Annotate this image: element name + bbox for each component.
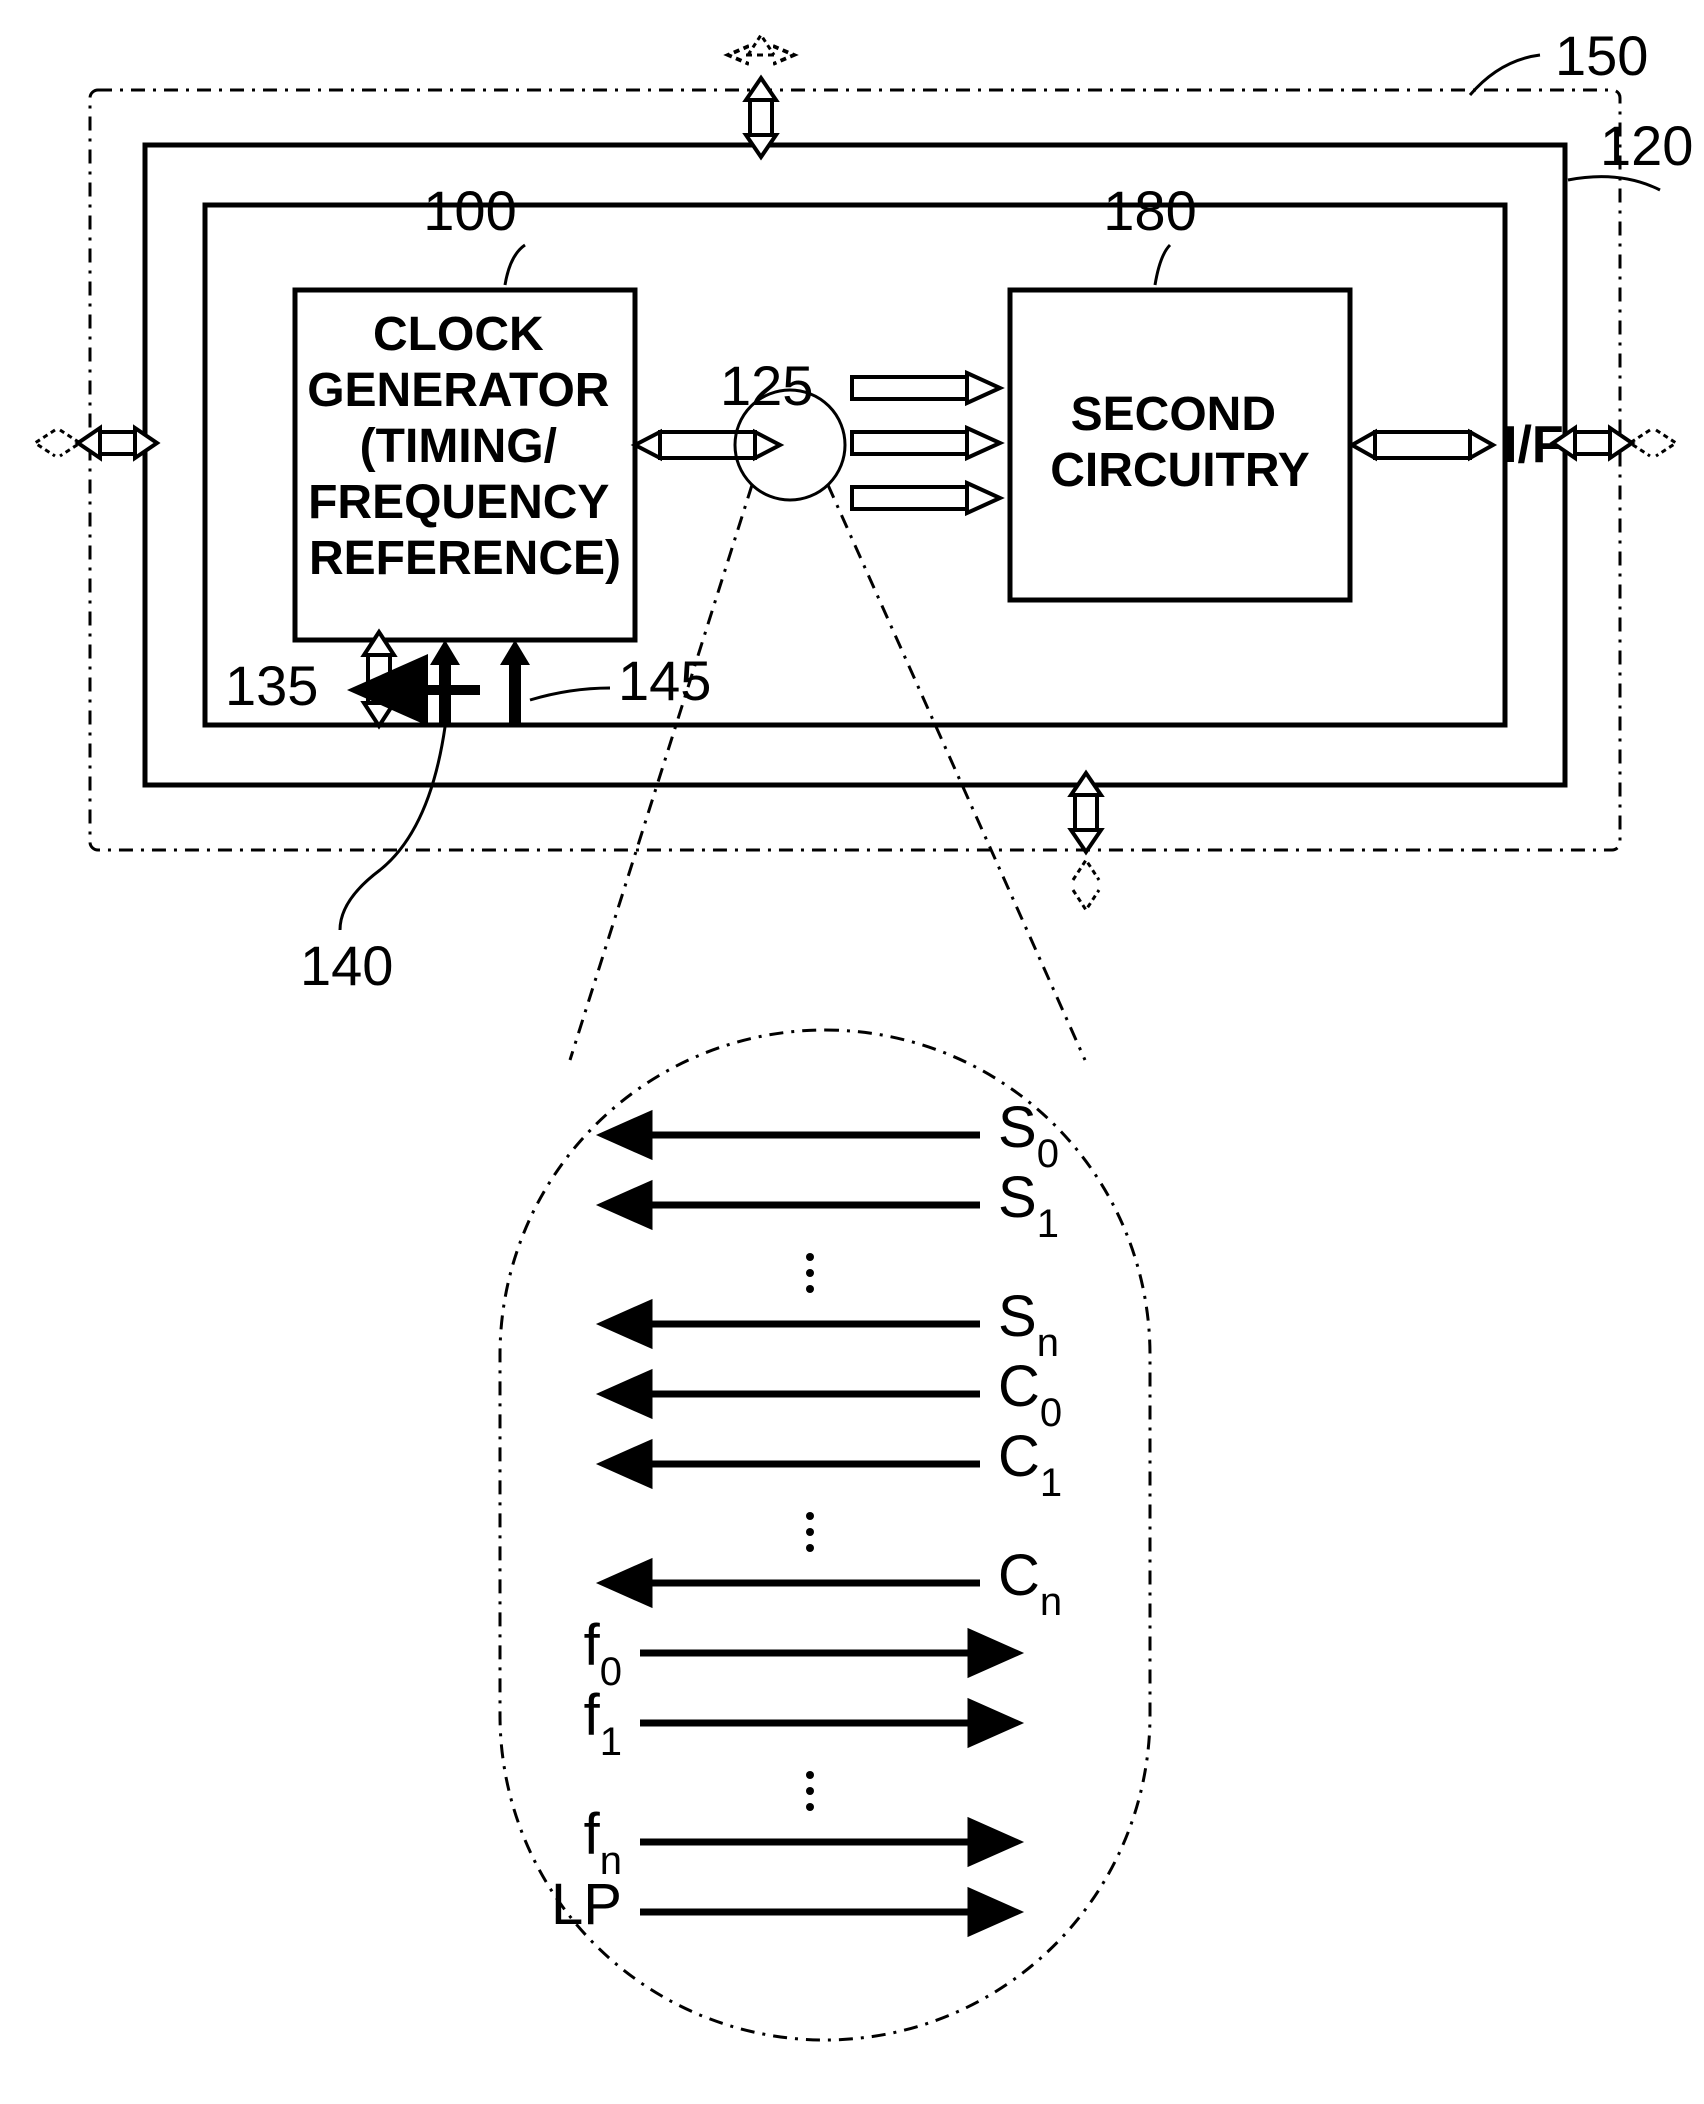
- detail-signal-list: S0S1 SnC0C1 Cn f0f1 fnLP: [551, 1095, 1062, 1937]
- signal-label-Sn: Sn: [998, 1284, 1059, 1365]
- block-second-text: SECOND CIRCUITRY: [1050, 388, 1310, 497]
- signal-label-C1: C1: [998, 1424, 1062, 1505]
- ref-125: 125: [720, 354, 813, 417]
- leader-120: [1568, 177, 1660, 190]
- io-bottom-1: [1071, 773, 1101, 910]
- block-clock-text: CLOCK GENERATOR (TIMING/ FREQUENCY REFER…: [307, 308, 623, 585]
- bus-to-second: [852, 373, 1000, 513]
- signal-label-Cn: Cn: [998, 1543, 1062, 1624]
- ref-100: 100: [423, 179, 516, 242]
- signal-label-S1: S1: [998, 1165, 1059, 1246]
- ref-140: 140: [300, 934, 393, 997]
- bus-125-arrow: [635, 432, 780, 458]
- leader-140: [340, 727, 445, 930]
- leader-180: [1155, 245, 1170, 285]
- arrow-140g: [430, 640, 460, 725]
- signal-label-LP: LP: [551, 1872, 622, 1937]
- arrow-145g: [500, 640, 530, 725]
- io-left: [35, 428, 157, 458]
- leader-100: [505, 245, 525, 285]
- io-top: [746, 0, 776, 157]
- arrow-135: [364, 632, 394, 726]
- signal-label-S0: S0: [998, 1095, 1059, 1176]
- ref-150: 150: [1555, 24, 1648, 87]
- balloon-leader-r: [828, 485, 1085, 1060]
- ref-180: 180: [1103, 179, 1196, 242]
- block-diagram: 150 120 CLOCK GENERATOR (TIMING/ FREQUEN…: [0, 0, 1704, 2104]
- ref-145: 145: [618, 649, 711, 712]
- io-right: [1553, 428, 1676, 458]
- ref-120: 120: [1600, 114, 1693, 177]
- ref-135: 135: [225, 654, 318, 717]
- leader-145: [530, 688, 610, 700]
- if-arrow: [1352, 432, 1493, 458]
- signal-label-f0: f0: [584, 1613, 622, 1694]
- signal-label-fn: fn: [584, 1802, 622, 1883]
- signal-label-C0: C0: [998, 1354, 1062, 1435]
- signal-label-f1: f1: [584, 1683, 622, 1764]
